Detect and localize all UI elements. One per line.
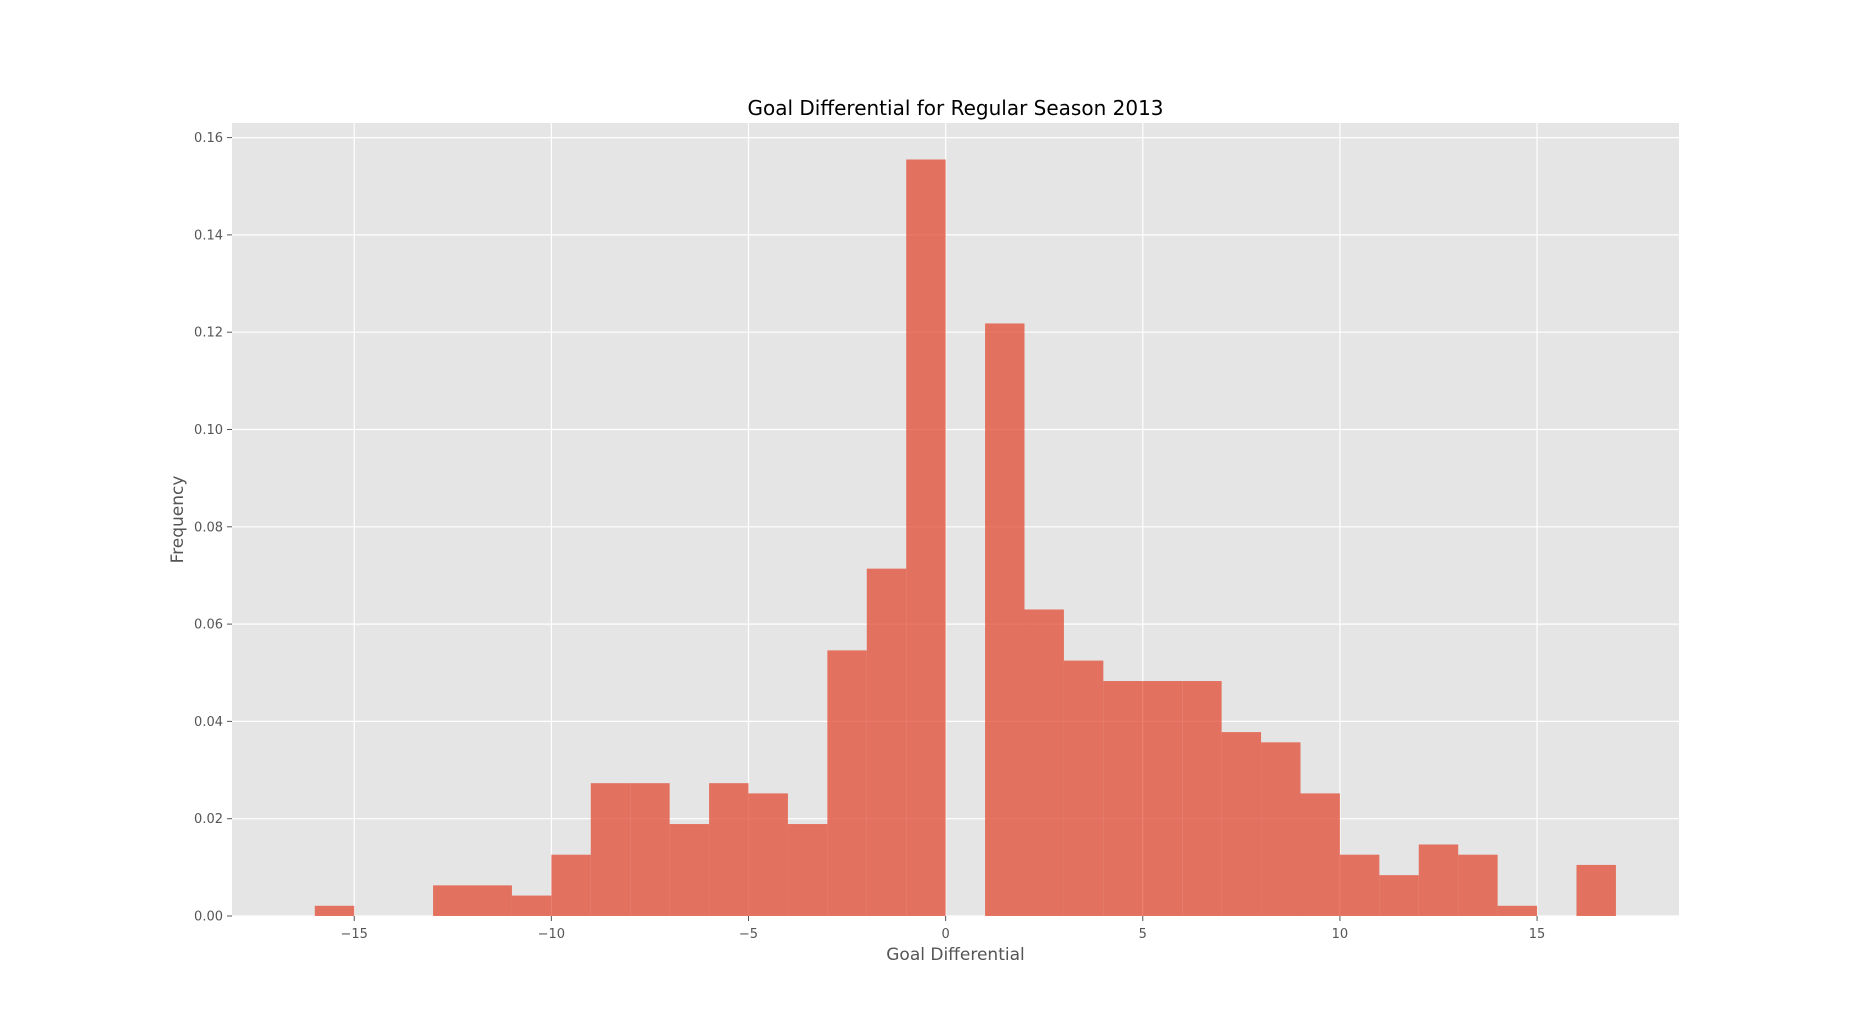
histogram-bar [787, 824, 828, 916]
histogram-bar [1458, 854, 1498, 916]
plot-area [232, 123, 1679, 916]
histogram-bar [709, 783, 749, 916]
y-axis-ticks: 0.00 0.02 0.04 0.06 0.08 0.10 0.12 0.14 0.16 [194, 131, 232, 925]
x-tick-label: 15 [1529, 927, 1546, 942]
x-axis-ticks: −15 −10 −5 0 5 10 15 [341, 916, 1546, 942]
histogram-bar [1261, 742, 1301, 916]
y-axis-label: Frequency [168, 476, 188, 564]
histogram-bar [1576, 864, 1616, 916]
histogram-bar [1497, 905, 1538, 916]
histogram-bar [472, 885, 512, 916]
histogram-bar [1182, 681, 1222, 916]
x-tick-label: −5 [739, 927, 758, 942]
histogram-bar [1103, 681, 1143, 916]
histogram-bar [511, 895, 552, 916]
x-axis-label: Goal Differential [886, 945, 1024, 965]
histogram-bar [866, 568, 907, 916]
histogram-bar [748, 793, 788, 916]
histogram-bar [551, 854, 591, 916]
y-tick-label: 0.08 [194, 520, 223, 535]
y-tick-label: 0.04 [194, 715, 223, 730]
chart-title: Goal Differential for Regular Season 201… [747, 96, 1163, 120]
histogram-bar [630, 783, 670, 916]
x-tick-label: 5 [1139, 927, 1147, 942]
x-tick-label: 0 [942, 927, 950, 942]
histogram-bar [1024, 609, 1064, 916]
histogram-bar [669, 824, 710, 916]
y-tick-label: 0.00 [194, 910, 223, 925]
y-tick-label: 0.10 [194, 423, 223, 438]
x-tick-label: 10 [1332, 927, 1349, 942]
y-tick-label: 0.14 [194, 228, 223, 243]
histogram-bar [590, 783, 631, 916]
histogram-bar [1339, 854, 1380, 916]
histogram-bar [314, 905, 355, 916]
y-tick-label: 0.02 [194, 812, 223, 827]
y-tick-label: 0.16 [194, 131, 223, 146]
x-tick-label: −10 [538, 927, 565, 942]
histogram-bar [906, 159, 946, 916]
histogram-bar [1418, 844, 1459, 916]
histogram-bar [433, 885, 473, 916]
y-tick-label: 0.06 [194, 618, 223, 633]
y-tick-label: 0.12 [194, 326, 223, 341]
histogram-bar [1221, 732, 1262, 916]
histogram-bar [827, 650, 867, 916]
histogram-bars [314, 159, 1616, 916]
histogram-bar [1300, 793, 1340, 916]
histogram-bar [1379, 875, 1419, 916]
grid-lines [232, 123, 1679, 917]
histogram-bar [1142, 681, 1183, 916]
histogram-bar [985, 323, 1025, 916]
x-tick-label: −15 [341, 927, 368, 942]
histogram-bar [1063, 660, 1104, 916]
